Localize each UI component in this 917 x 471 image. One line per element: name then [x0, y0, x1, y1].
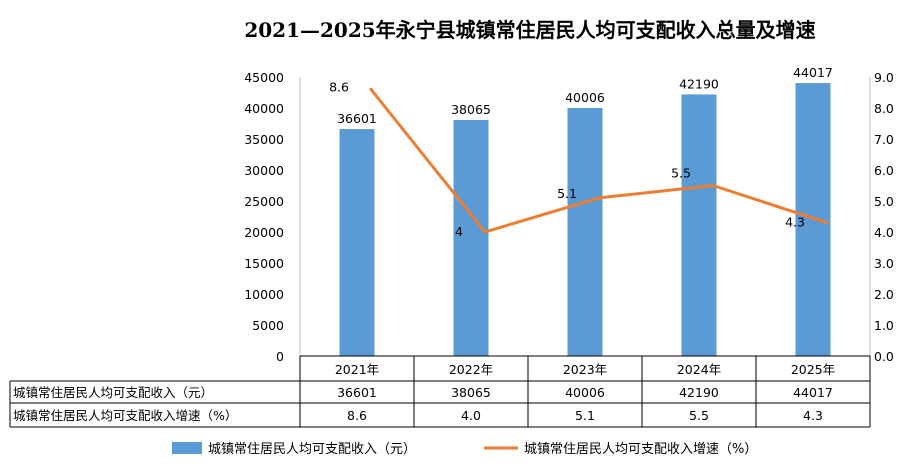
y-left-tick-label: 10000: [244, 287, 284, 302]
line-value-label: 4.3: [785, 215, 805, 230]
bar: [453, 119, 489, 356]
chart-title: 2021—2025年永宁县城镇常住居民人均可支配收入总量及增速: [244, 18, 815, 42]
bar: [681, 94, 717, 356]
y-right-tick-label: 9.0: [874, 70, 894, 85]
line-point: [483, 230, 487, 234]
y-left-tick-label: 15000: [244, 256, 284, 271]
y-left-tick-label: 30000: [244, 163, 284, 178]
line-value-label: 8.6: [329, 79, 349, 94]
data-table: 2021年 2022年 2023年 2024年 2025年城镇常住居民人均可支配收入（元…: [9, 355, 871, 428]
x-category-label: 2025年: [791, 362, 835, 377]
y-right-tick-label: 1.0: [874, 318, 894, 333]
y-left-tick-label: 0: [276, 349, 284, 364]
table-cell: 5.5: [689, 408, 709, 423]
line-point: [711, 184, 715, 187]
line-value-label: 4: [455, 224, 463, 239]
table-row-label: 城镇常住居民人均可支配收入（元）: [13, 385, 213, 400]
table-cell: 4.0: [461, 408, 481, 423]
legend-bar-label: 城镇常住居民人均可支配收入（元）: [208, 442, 416, 457]
table-cell: 36601: [337, 385, 377, 400]
bar-value-label: 44017: [793, 65, 833, 80]
table-cell: 4.3: [803, 408, 823, 423]
y-right-tick-label: 4.0: [874, 225, 894, 240]
line-value-label: 5.5: [671, 166, 691, 181]
y-right-tick-label: 5.0: [874, 194, 894, 209]
y-right-tick-label: 6.0: [874, 163, 894, 178]
bar-value-label: 38065: [451, 102, 491, 117]
y-left-tick-label: 45000: [244, 70, 284, 85]
table-row-label: 城镇常住居民人均可支配收入增速（%）: [13, 408, 237, 423]
y-left-tick-label: 5000: [252, 318, 284, 333]
y-left-tick-label: 40000: [244, 101, 284, 116]
bar-value-label: 40006: [565, 90, 605, 105]
x-category-label: 2023年: [563, 362, 607, 377]
line-point: [369, 87, 373, 91]
y-right-tick-label: 7.0: [874, 132, 894, 147]
y-left-tick-label: 20000: [244, 225, 284, 240]
y-right-tick-label: 0.0: [874, 349, 894, 364]
table-cell: 8.6: [347, 408, 367, 423]
table-cell: 42190: [679, 385, 719, 400]
table-cell: 38065: [451, 385, 491, 400]
line-point: [825, 221, 829, 225]
y-right-tick-label: 3.0: [874, 256, 894, 271]
x-category-label: 2024年: [677, 362, 721, 377]
x-category-label: 2021年: [335, 362, 379, 377]
x-category-label: 2022年: [449, 362, 493, 377]
legend-line-label: 城镇常住居民人均可支配收入增速（%）: [524, 442, 757, 457]
table-cell: 44017: [793, 385, 833, 400]
y-right-tick-label: 2.0: [874, 287, 894, 302]
bar-value-label: 42190: [679, 76, 719, 91]
y-left-tick-label: 35000: [244, 132, 284, 147]
y-left-tick-label: 25000: [244, 194, 284, 209]
legend-bar-swatch: [172, 442, 202, 454]
bar: [567, 107, 603, 356]
line-value-label: 5.1: [557, 186, 577, 201]
legend: 城镇常住居民人均可支配收入（元） 城镇常住居民人均可支配收入增速（%）: [172, 442, 757, 457]
table-cell: 40006: [565, 385, 605, 400]
bar-value-label: 36601: [337, 111, 377, 126]
plot-area: 0 5000 10000 15000 20000 25000 30000 35000 40000…: [244, 65, 894, 364]
bar: [339, 129, 375, 356]
y-right-tick-label: 8.0: [874, 101, 894, 116]
line-point: [597, 196, 601, 200]
table-cell: 5.1: [575, 408, 595, 423]
